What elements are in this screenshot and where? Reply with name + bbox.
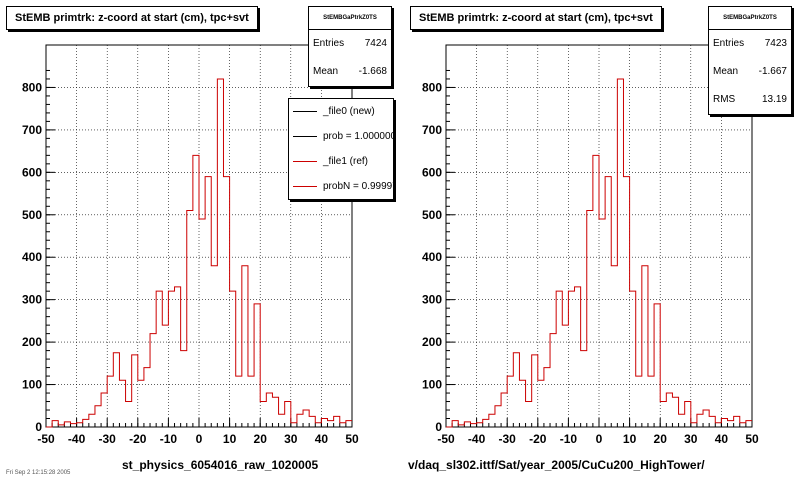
right-y-tick-label: 600: [422, 165, 442, 179]
right-mean-label: Mean: [713, 66, 739, 77]
legend-label-file1: _file1 (ref): [323, 156, 369, 167]
left-y-tick-label: 0: [35, 420, 42, 434]
legend-swatch-file1: [293, 161, 317, 162]
left-x-tick-label: 30: [284, 432, 298, 446]
left-x-tick-label: 0: [196, 432, 203, 446]
right-stats-rms: RMS 13.19: [709, 86, 791, 114]
right-y-tick-label: 100: [422, 378, 442, 392]
left-series-0-line: [46, 78, 352, 428]
left-y-tick-label: 600: [22, 165, 42, 179]
right-entries-value: 7423: [764, 38, 787, 49]
right-x-tick-label: 20: [654, 432, 668, 446]
left-stats-entries: Entries 7424: [309, 30, 391, 58]
right-chart-title: StEMB primtrk: z-coord at start (cm), tp…: [410, 6, 662, 30]
left-chart-title: StEMB primtrk: z-coord at start (cm), tp…: [6, 6, 258, 30]
right-stats-mean: Mean -1.667: [709, 58, 791, 86]
left-x-tick-label: -30: [99, 432, 117, 446]
right-stats-header: StEMBGaPtrkZ0TS: [709, 7, 791, 30]
left-y-tick-label: 200: [22, 335, 42, 349]
left-entries-value: 7424: [364, 38, 387, 49]
left-x-tick-label: -50: [37, 432, 55, 446]
right-x-tick-label: -50: [437, 432, 455, 446]
left-y-tick-label: 800: [22, 80, 42, 94]
right-panel: -50 -40 -30 -20 -10 0 10 20 30 40 50 0 100 200 300 400 5…: [400, 0, 800, 480]
left-panel: -50 -40 -30 -20 -10 0 10 20 30 40 50 0 100 200 300 400 5…: [6, 6, 394, 472]
left-stats-mean: Mean -1.668: [309, 58, 391, 86]
right-entries-label: Entries: [713, 38, 745, 49]
left-mean-value: -1.668: [358, 66, 387, 77]
left-x-tick-label: -10: [160, 432, 178, 446]
right-y-tick-label: 0: [435, 420, 442, 434]
right-x-tick-label: -10: [560, 432, 578, 446]
right-x-tick-label: 40: [715, 432, 729, 446]
legend-entry-file1: _file1 (ref): [289, 149, 393, 174]
right-y-tick-label: 700: [422, 123, 442, 137]
timestamp-footer: Fri Sep 2 12:15:28 2005: [6, 470, 71, 476]
right-y-tick-label: 200: [422, 335, 442, 349]
left-y-tick-label: 300: [22, 293, 42, 307]
right-series-0-line: [446, 78, 752, 428]
left-mean-label: Mean: [313, 66, 339, 77]
legend-label-prob: prob = 1.000000: [323, 131, 394, 142]
left-stats-header: StEMBGaPtrkZ0TS: [309, 7, 391, 30]
right-y-tick-label: 500: [422, 208, 442, 222]
left-entries-label: Entries: [313, 38, 345, 49]
left-x-axis-label: st_physics_6054016_raw_1020005: [122, 458, 319, 472]
legend-swatch-prob: [293, 136, 317, 137]
right-histogram: -50 -40 -30 -20 -10 0 10 20 30 40 5001002003004005…: [422, 44, 759, 446]
legend-entry-prob: prob = 1.000000: [289, 124, 393, 149]
right-x-tick-label: 30: [684, 432, 698, 446]
left-y-tick-label: 700: [22, 123, 42, 137]
legend-entry-probn: probN = 0.999973: [289, 174, 393, 199]
right-rms-label: RMS: [713, 94, 736, 105]
left-y-tick-label: 500: [22, 208, 42, 222]
right-mean-value: -1.667: [758, 66, 787, 77]
right-x-axis-label: v/daq_sl302.ittf/Sat/year_2005/CuCu200_H…: [408, 458, 705, 472]
legend-label-file0: _file0 (new): [323, 106, 375, 117]
left-legend: _file0 (new) prob = 1.000000 _file1 (ref…: [288, 98, 394, 200]
right-x-tick-label: -40: [468, 432, 486, 446]
left-x-tick-label: 10: [223, 432, 237, 446]
right-x-tick-label: -20: [529, 432, 547, 446]
right-stats-box: StEMBGaPtrkZ0TS Entries 7423 Mean -1.667…: [708, 6, 792, 115]
right-y-tick-label: 800: [422, 80, 442, 94]
legend-swatch-file0: [293, 111, 317, 112]
right-x-tick-label: 0: [596, 432, 603, 446]
left-y-tick-label: 400: [22, 250, 42, 264]
right-rms-value: 13.19: [761, 94, 787, 105]
legend-swatch-probn: [293, 186, 317, 187]
right-x-tick-label: 10: [623, 432, 637, 446]
left-x-tick-label: 40: [315, 432, 329, 446]
left-x-tick-label: 50: [345, 432, 359, 446]
left-y-tick-label: 100: [22, 378, 42, 392]
left-stats-box: StEMBGaPtrkZ0TS Entries 7424 Mean -1.668: [308, 6, 392, 87]
right-x-tick-label: 50: [745, 432, 759, 446]
right-y-tick-label: 400: [422, 250, 442, 264]
right-stats-entries: Entries 7423: [709, 30, 791, 58]
left-x-tick-label: -40: [68, 432, 86, 446]
right-y-tick-label: 300: [422, 293, 442, 307]
left-x-tick-label: -20: [129, 432, 147, 446]
legend-entry-file0: _file0 (new): [289, 99, 393, 124]
left-x-tick-label: 20: [254, 432, 268, 446]
legend-label-probn: probN = 0.999973: [323, 181, 393, 192]
right-x-tick-label: -30: [499, 432, 517, 446]
